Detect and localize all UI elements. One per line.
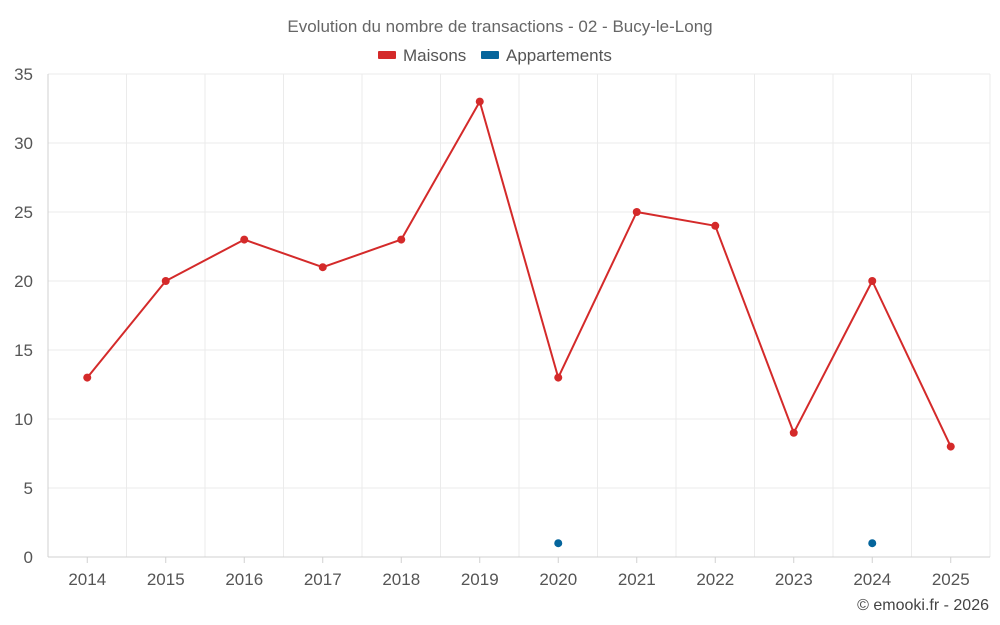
x-tick-label: 2018 — [382, 570, 420, 589]
series-layer — [83, 97, 955, 548]
x-tick-label: 2019 — [461, 570, 499, 589]
grid — [47, 73, 991, 557]
data-point-maisons-2025[interactable] — [946, 442, 955, 451]
data-point-maisons-2015[interactable] — [161, 277, 170, 285]
data-point-maisons-2016[interactable] — [240, 235, 249, 244]
x-tick-label: 2021 — [618, 570, 656, 589]
x-tick-label: 2024 — [853, 570, 891, 589]
data-point-maisons-2017[interactable] — [318, 263, 327, 272]
y-tick-label: 10 — [14, 410, 33, 429]
series-appartements — [554, 539, 877, 548]
data-point-maisons-2014[interactable] — [83, 373, 92, 382]
data-point-maisons-2018[interactable] — [397, 235, 406, 244]
y-tick-label: 5 — [24, 479, 33, 498]
x-tick-label: 2023 — [775, 570, 813, 589]
x-tick-label: 2017 — [304, 570, 342, 589]
credit-text: © emooki.fr - 2026 — [857, 597, 989, 614]
x-tick-label: 2014 — [68, 570, 106, 589]
data-point-maisons-2023[interactable] — [789, 428, 798, 437]
y-tick-label: 25 — [14, 203, 33, 222]
x-tick-label: 2016 — [225, 570, 263, 589]
data-point-appartements-2020[interactable] — [554, 539, 563, 548]
y-tick-label: 30 — [14, 134, 33, 153]
legend-label-maisons[interactable]: Maisons — [403, 46, 466, 65]
data-point-maisons-2020[interactable] — [554, 373, 563, 382]
data-point-appartements-2024[interactable] — [868, 539, 877, 548]
data-point-maisons-2021[interactable] — [632, 208, 641, 216]
y-tick-label: 20 — [14, 272, 33, 291]
series-maisons — [83, 97, 955, 451]
data-point-maisons-2024[interactable] — [868, 277, 877, 285]
legend-label-appartements[interactable]: Appartements — [506, 46, 612, 65]
x-tick-label: 2015 — [147, 570, 185, 589]
x-tick-label: 2022 — [696, 570, 734, 589]
series-line-maisons — [86, 100, 952, 448]
y-tick-label: 15 — [14, 341, 33, 360]
data-point-maisons-2022[interactable] — [711, 221, 720, 230]
legend-swatch-appartements[interactable] — [481, 51, 499, 59]
x-tick-label: 2025 — [932, 570, 970, 589]
y-tick-label: 0 — [24, 548, 33, 567]
chart-title: Evolution du nombre de transactions - 02… — [287, 17, 712, 36]
legend-swatch-maisons[interactable] — [378, 51, 396, 59]
x-tick-label: 2020 — [539, 570, 577, 589]
legend: Maisons Appartements — [378, 46, 612, 65]
data-point-maisons-2019[interactable] — [475, 97, 484, 106]
y-tick-label: 35 — [14, 65, 33, 84]
